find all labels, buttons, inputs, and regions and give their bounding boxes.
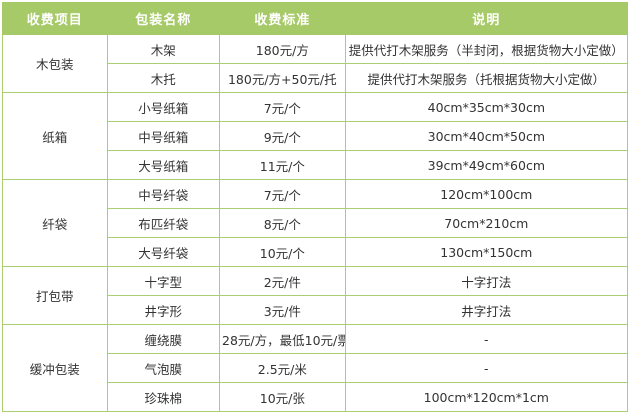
header-fee-item: 收费项目 bbox=[2, 2, 108, 35]
table-row: 打包带 十字型 2元/件 十字打法 bbox=[2, 266, 629, 325]
note-cell: 十字打法 bbox=[344, 266, 629, 296]
note-cell: 提供代打木架服务（半封闭，根据货物大小定做） bbox=[344, 34, 629, 64]
note-cell: 提供代打木架服务（托根据货物大小定做） bbox=[344, 63, 629, 93]
note-cell: 70cm*210cm bbox=[344, 208, 629, 238]
price-cell: 8元/个 bbox=[219, 208, 346, 238]
price-cell: 2.5元/米 bbox=[219, 353, 346, 383]
price-cell: 28元/方，最低10元/票 bbox=[219, 324, 346, 354]
price-cell: 180元/方+50元/托 bbox=[219, 63, 346, 93]
table-row: 纸箱 小号纸箱 7元/个 40cm*35cm*30cm bbox=[2, 92, 629, 180]
table-row: 气泡膜 2.5元/米 - bbox=[3, 353, 629, 383]
price-cell: 3元/件 bbox=[219, 295, 346, 325]
price-cell: 2元/件 bbox=[219, 266, 346, 296]
package-name-cell: 气泡膜 bbox=[106, 353, 221, 383]
table-row: 珍珠棉 10元/张 100cm*120cm*1cm bbox=[3, 382, 629, 412]
package-name-cell: 大号纸箱 bbox=[106, 150, 221, 180]
table-row: 纤袋 中号纤袋 7元/个 120cm*100cm bbox=[2, 179, 629, 267]
price-cell: 10元/个 bbox=[219, 237, 346, 267]
note-cell: 39cm*49cm*60cm bbox=[344, 150, 629, 180]
table-row: 木托 180元/方+50元/托 提供代打木架服务（托根据货物大小定做） bbox=[3, 63, 629, 93]
package-name-cell: 缠绕膜 bbox=[106, 324, 221, 354]
fee-item-cell: 木包装 bbox=[2, 34, 108, 93]
package-name-cell: 十字型 bbox=[106, 266, 221, 296]
package-name-cell: 珍珠棉 bbox=[106, 382, 221, 412]
price-cell: 10元/张 bbox=[219, 382, 346, 412]
table-row: 木包装 木架 180元/方 提供代打木架服务（半封闭，根据货物大小定做） bbox=[2, 34, 629, 93]
table-row: 中号纸箱 9元/个 30cm*40cm*50cm bbox=[3, 121, 629, 151]
package-name-cell: 大号纤袋 bbox=[106, 237, 221, 267]
fee-item-cell: 纸箱 bbox=[2, 92, 108, 180]
price-cell: 9元/个 bbox=[219, 121, 346, 151]
note-cell: 120cm*100cm bbox=[344, 179, 629, 209]
package-name-cell: 井字形 bbox=[106, 295, 221, 325]
package-name-cell: 小号纸箱 bbox=[106, 92, 221, 122]
note-cell: 井字打法 bbox=[344, 295, 629, 325]
note-cell: 40cm*35cm*30cm bbox=[344, 92, 629, 122]
header-fee-standard: 收费标准 bbox=[219, 2, 346, 35]
package-name-cell: 木架 bbox=[106, 34, 221, 64]
table-row: 布匹纤袋 8元/个 70cm*210cm bbox=[3, 208, 629, 238]
price-cell: 180元/方 bbox=[219, 34, 346, 64]
note-cell: - bbox=[344, 353, 629, 383]
note-cell: 130cm*150cm bbox=[344, 237, 629, 267]
fee-item-cell: 打包带 bbox=[2, 266, 108, 325]
table-row: 大号纸箱 11元/个 39cm*49cm*60cm bbox=[3, 150, 629, 180]
package-name-cell: 中号纤袋 bbox=[106, 179, 221, 209]
price-cell: 7元/个 bbox=[219, 92, 346, 122]
package-name-cell: 木托 bbox=[106, 63, 221, 93]
package-name-cell: 布匹纤袋 bbox=[106, 208, 221, 238]
fee-item-cell: 纤袋 bbox=[2, 179, 108, 267]
note-cell: 30cm*40cm*50cm bbox=[344, 121, 629, 151]
note-cell: - bbox=[344, 324, 629, 354]
table-row: 大号纤袋 10元/个 130cm*150cm bbox=[3, 237, 629, 267]
note-cell: 100cm*120cm*1cm bbox=[344, 382, 629, 412]
table-row: 缓冲包装 缠绕膜 28元/方，最低10元/票 - bbox=[2, 324, 629, 412]
table-row: 井字形 3元/件 井字打法 bbox=[3, 295, 629, 325]
package-name-cell: 中号纸箱 bbox=[106, 121, 221, 151]
fee-item-cell: 缓冲包装 bbox=[2, 324, 108, 412]
header-description: 说明 bbox=[344, 2, 629, 35]
price-cell: 11元/个 bbox=[219, 150, 346, 180]
price-cell: 7元/个 bbox=[219, 179, 346, 209]
header-row: 收费项目 包装名称 收费标准 说明 bbox=[2, 2, 629, 35]
header-package-name: 包装名称 bbox=[106, 2, 221, 35]
